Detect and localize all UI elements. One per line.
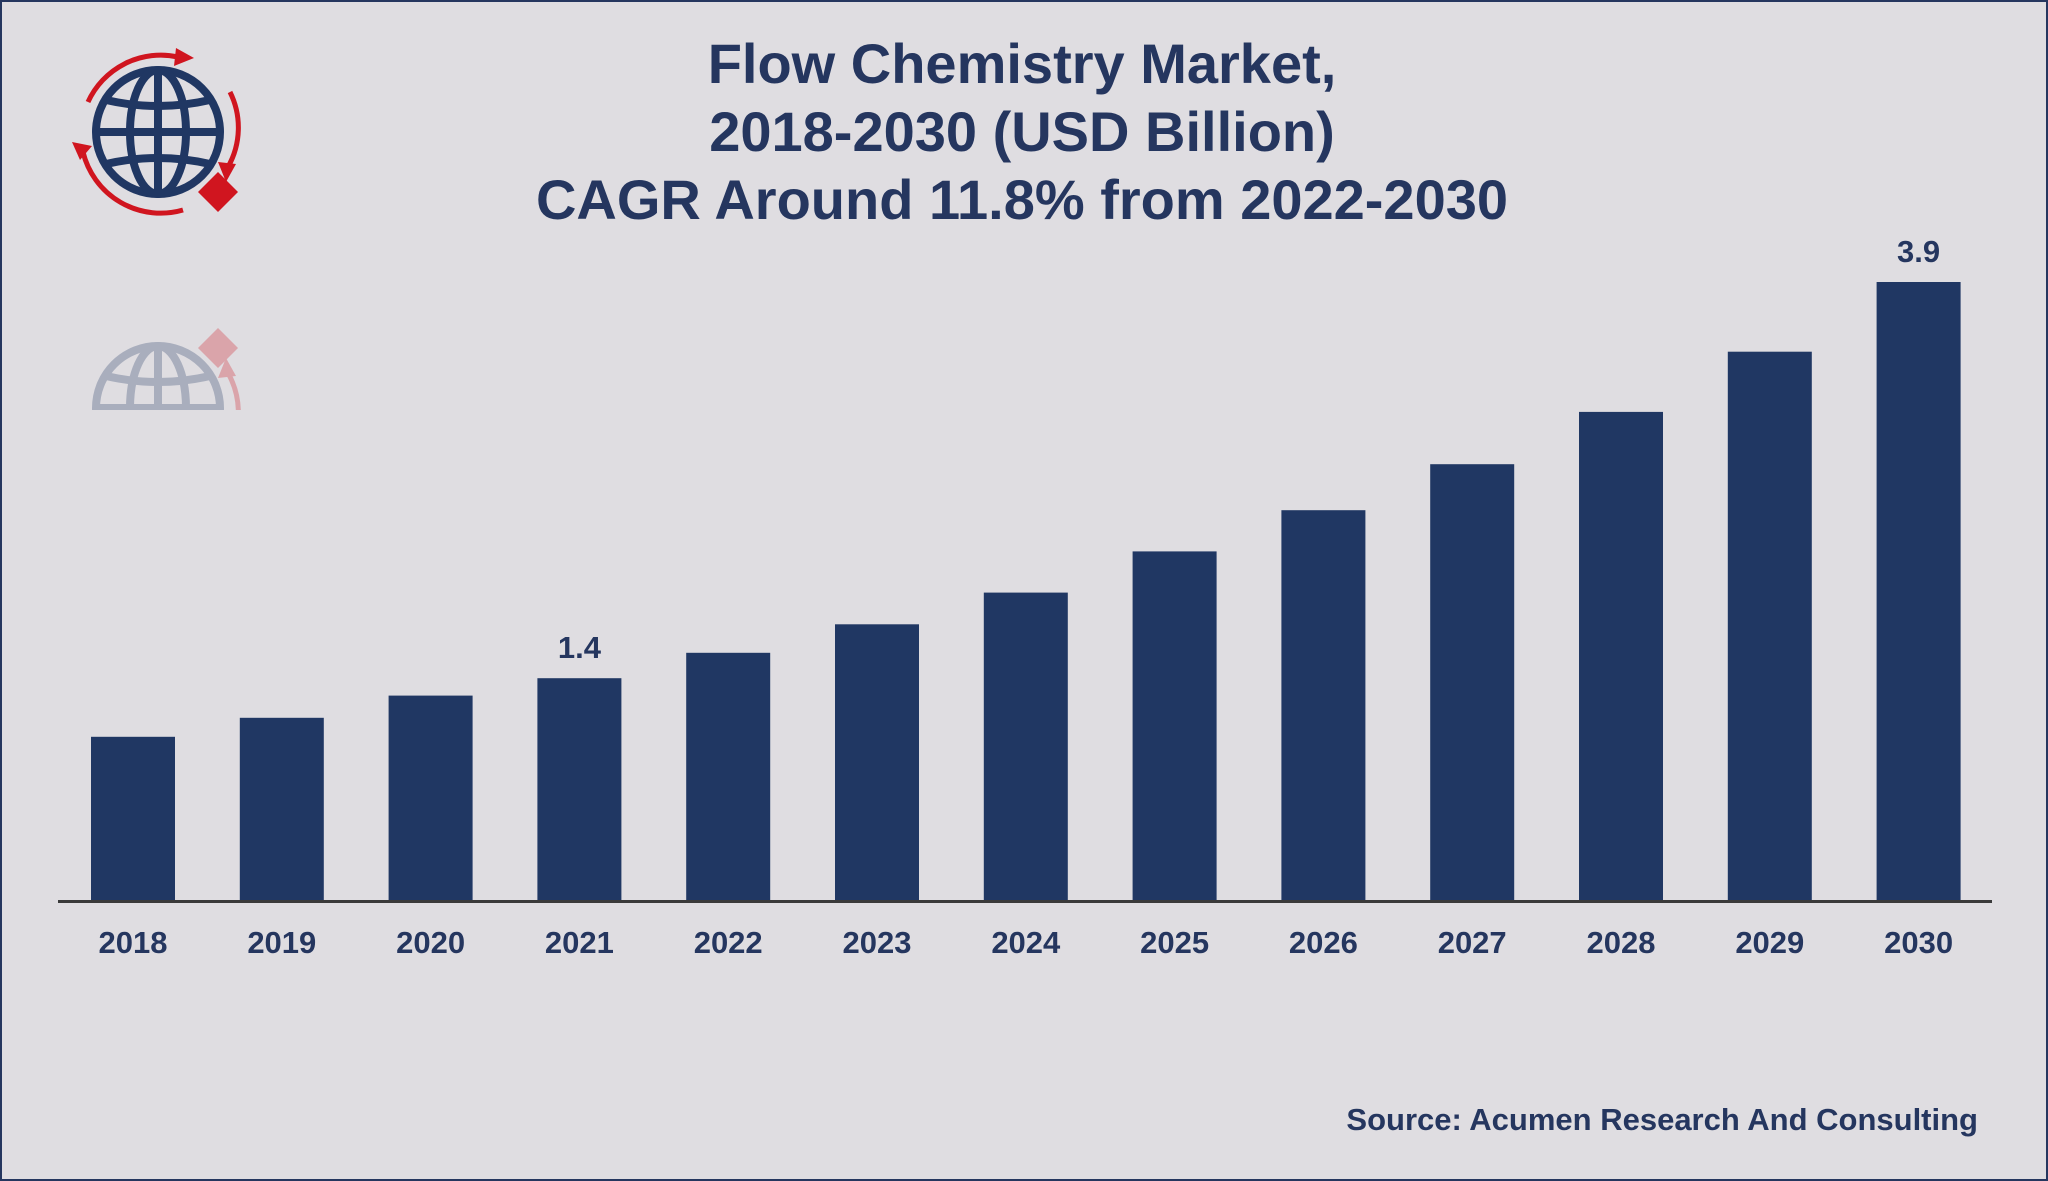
title-line-3: CAGR Around 11.8% from 2022-2030 [535, 168, 1509, 231]
globe-logo-icon [72, 48, 241, 216]
bar-2022 [686, 652, 771, 900]
x-tick-label-2024: 2024 [991, 925, 1061, 960]
x-tick-label-2018: 2018 [99, 925, 168, 960]
x-tick-label-2023: 2023 [843, 925, 912, 960]
data-label-2030: 3.9 [1897, 234, 1940, 269]
bar-2025 [1132, 551, 1217, 900]
bar-2023 [835, 624, 919, 900]
bar-2019 [239, 717, 324, 900]
x-tick-label-2025: 2025 [1140, 925, 1209, 960]
bar-2027 [1430, 464, 1515, 900]
x-tick-label-2027: 2027 [1438, 925, 1507, 960]
bar-2029 [1727, 351, 1812, 900]
x-tick-label-2026: 2026 [1289, 925, 1358, 960]
bar-2021 [537, 678, 622, 900]
source-note: Source: Acumen Research And Consulting [1346, 1102, 1978, 1137]
bar-2024 [983, 592, 1068, 900]
bar-2018 [91, 736, 175, 900]
title-line-1: Flow Chemistry Market, [707, 32, 1337, 95]
x-tick-label-2022: 2022 [694, 925, 763, 960]
data-label-2021: 1.4 [558, 630, 602, 665]
bar-2026 [1281, 510, 1366, 900]
chart-title: Flow Chemistry Market, 2018-2030 (USD Bi… [402, 30, 1642, 234]
x-tick-label-2030: 2030 [1884, 925, 1953, 960]
bar-2028 [1579, 411, 1663, 900]
x-tick-label-2020: 2020 [396, 925, 465, 960]
bar-2020 [388, 695, 473, 900]
globe-logo-reflection-icon [92, 328, 241, 410]
x-tick-label-2019: 2019 [247, 925, 316, 960]
x-tick-label-2028: 2028 [1587, 925, 1656, 960]
bar-2030 [1876, 282, 1961, 900]
x-tick-label-2029: 2029 [1735, 925, 1804, 960]
x-tick-label-2021: 2021 [545, 925, 614, 960]
title-line-2: 2018-2030 (USD Billion) [709, 100, 1335, 163]
